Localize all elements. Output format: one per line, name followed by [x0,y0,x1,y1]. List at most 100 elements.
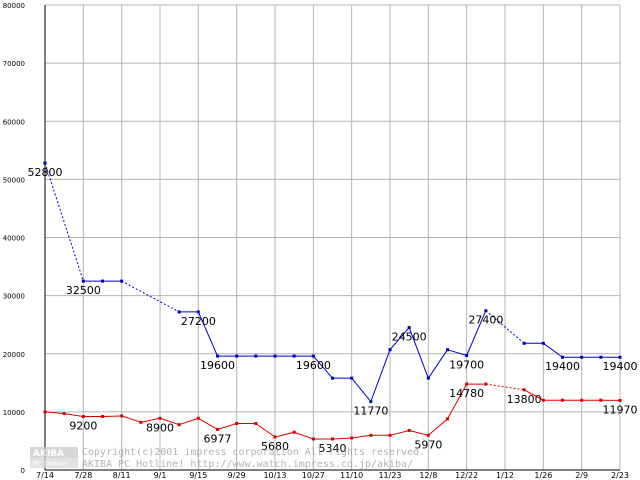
series-0-point [273,354,277,358]
series-0-point [580,355,584,359]
y-axis-ticks: 0 10000 20000 30000 40000 50000 60000 70000 8000… [3,2,25,475]
series-0-point [350,376,354,380]
x-tick-label: 11/23 [378,471,401,480]
watermark-copyright: Copyright(c)2001 impress corporation All… [82,447,425,458]
series-0-point [426,376,430,380]
series-0-dashed-segment [44,162,84,282]
series-0-point [599,355,603,359]
series-0-point [292,354,296,358]
series-1-point [580,398,584,402]
data-label: 52800 [28,166,63,179]
series-1-point [43,410,47,414]
series-1-point [388,433,392,437]
series-1-point [426,433,430,437]
watermark-logo-bottom: PC Online [33,460,67,468]
x-tick-label: 2/23 [611,471,629,480]
watermark-logo-bottom-box [30,458,78,468]
series-1-point [101,415,104,419]
series-1-point [350,436,354,440]
series-1-point [292,430,296,434]
data-label: 27200 [181,315,216,328]
data-label: 5970 [414,438,442,451]
series-1-segment [102,415,122,418]
series-1-segment [294,431,314,440]
x-tick-label: 7/14 [36,471,54,480]
series-1-point [446,417,449,421]
series-0-dashed-segment [121,280,180,313]
data-label: 13800 [507,393,542,406]
series-1-point [311,437,315,441]
data-label: 19600 [200,359,235,372]
x-tick-label: 10/13 [263,471,286,480]
series-1-segment [255,423,276,438]
data-label: 19600 [296,359,331,372]
series-1-point [599,398,603,402]
x-tick-label: 11/10 [340,471,363,480]
series-1-point [216,427,219,431]
series-0-point [235,354,239,358]
series-1-point [62,412,66,416]
series-1-segment [351,434,371,439]
series-0-segment [543,342,563,358]
series-1-segment [332,437,352,440]
series-0-point [120,279,124,283]
series-1-point [541,398,545,402]
series-0-point [216,354,219,358]
series-0-point [101,279,104,283]
x-axis-ticks: 7/14 7/28 8/11 9/1 9/15 9/29 10/13 10/27 11/10 11… [36,471,629,480]
data-label: 32500 [66,284,101,297]
y-tick-label: 0 [21,467,25,475]
series-1-segment [198,417,218,430]
series-0-point [43,161,47,165]
series-0-point [407,326,411,330]
series-0-point [522,341,526,345]
series-1-segment [274,431,295,438]
data-label: 14780 [449,387,484,400]
y-tick-label: 70000 [3,60,25,68]
series-1-point [196,416,200,420]
series-0-dashed-segment [485,310,525,344]
series-1-point [235,422,239,425]
x-tick-label: 12/8 [419,471,437,480]
series-1-segment [447,383,468,420]
series-1-point [254,422,258,425]
series-1-segment [428,418,448,436]
grid [44,4,621,471]
series-0-point [541,341,545,345]
x-tick-label: 7/28 [74,471,92,480]
series-1-point [618,398,622,402]
data-label: 11770 [353,405,388,418]
data-label: 9200 [69,420,97,433]
x-tick-label: 10/27 [302,471,325,480]
watermark: AKIBA PC Online Copyright(c)2001 impress… [30,447,425,470]
series-0-segment [197,311,218,357]
x-tick-label: 8/11 [113,471,131,480]
data-label: 19700 [449,358,484,371]
y-tick-label: 80000 [3,2,25,10]
y-tick-label: 10000 [3,409,25,417]
data-label: 19400 [545,360,580,373]
series-0-segment [312,355,333,379]
data-label: 11970 [603,403,638,416]
series-0-segment [351,377,372,402]
series-lines [44,162,621,440]
series-0-segment [466,310,487,356]
data-label: 6977 [204,432,232,445]
series-1-segment [523,389,544,401]
series-1-point [369,433,373,437]
x-tick-label: 2/9 [575,471,588,480]
series-0-segment [408,327,429,379]
series-1-point [561,398,564,402]
series-0-segment [447,349,467,356]
series-0-point [254,354,258,358]
x-tick-label: 1/12 [496,471,514,480]
series-1-segment [140,417,161,423]
series-0-point [484,309,488,313]
y-tick-label: 20000 [3,351,25,359]
x-tick-label: 9/1 [154,471,167,480]
series-1-segment [409,429,429,436]
series-0-segment [389,327,410,351]
series-1-point [331,437,334,441]
series-0-point [311,354,315,358]
